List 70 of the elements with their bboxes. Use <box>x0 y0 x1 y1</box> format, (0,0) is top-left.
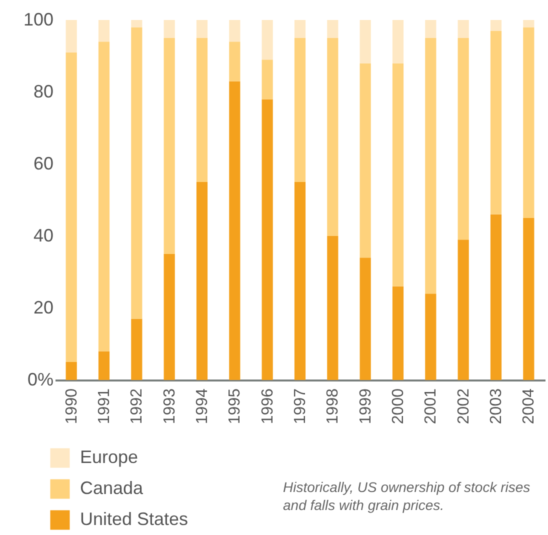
bar <box>392 286 404 380</box>
x-tick-label: 2001 <box>422 388 440 424</box>
y-tick-label: 100 <box>23 10 54 30</box>
bar <box>523 27 534 218</box>
x-tick-label: 2000 <box>390 388 407 424</box>
bar <box>327 20 338 38</box>
bar <box>425 20 436 38</box>
bar <box>131 318 142 380</box>
bar <box>458 240 469 380</box>
x-tick-label: 1994 <box>194 388 211 424</box>
bar <box>490 214 502 380</box>
bar <box>196 38 208 182</box>
x-tick-label: 1990 <box>63 388 80 424</box>
bar <box>425 294 436 380</box>
bar <box>66 362 77 380</box>
x-tick-label: 1995 <box>226 388 244 424</box>
bar <box>196 182 208 380</box>
legend-label: Canada <box>80 478 144 498</box>
legend-label: Europe <box>80 447 138 467</box>
bar <box>458 20 469 38</box>
x-tick-label: 1993 <box>161 388 178 424</box>
bar <box>360 258 371 380</box>
bar <box>66 52 77 362</box>
bar <box>458 38 469 240</box>
bar <box>294 38 306 182</box>
bar <box>294 182 306 380</box>
bar <box>164 38 175 254</box>
bar <box>262 99 273 380</box>
bar <box>66 20 77 52</box>
bar <box>425 38 436 294</box>
bar <box>262 60 273 100</box>
bar <box>294 20 306 38</box>
bar <box>523 20 534 28</box>
bar <box>164 254 175 380</box>
bar <box>392 20 404 64</box>
bar <box>327 236 338 380</box>
y-tick-label: 20 <box>33 298 54 318</box>
text: Historically, US ownership of stock rises and falls with grain prices. <box>283 478 532 514</box>
y-tick-label: 0% <box>27 370 54 390</box>
x-tick-label: 1992 <box>128 388 146 424</box>
x-tick-label: 1996 <box>259 388 276 424</box>
bar <box>229 20 240 42</box>
bar <box>392 63 404 286</box>
bar <box>164 20 175 38</box>
bar <box>131 20 142 28</box>
bar <box>98 42 110 352</box>
x-tick-label: 1997 <box>292 388 309 424</box>
bar <box>229 42 240 82</box>
bar <box>131 27 142 319</box>
bar <box>523 218 534 380</box>
bar <box>360 63 371 258</box>
bar <box>262 20 273 60</box>
bar <box>490 30 502 214</box>
y-tick-label: 40 <box>33 226 54 246</box>
x-tick-label: 2003 <box>488 388 505 424</box>
x-tick-label: 2004 <box>520 388 538 424</box>
bar <box>360 20 371 64</box>
y-tick-label: 60 <box>33 154 54 174</box>
x-tick-label: 1999 <box>357 388 374 424</box>
bar <box>490 20 502 31</box>
bar <box>98 351 110 380</box>
bar <box>98 20 110 42</box>
y-tick-label: 80 <box>33 82 54 102</box>
x-tick-label: 2002 <box>455 388 472 424</box>
bar <box>196 20 208 38</box>
bar <box>229 81 240 380</box>
x-tick-label: 1998 <box>324 388 342 424</box>
x-tick-label: 1991 <box>96 388 113 424</box>
bar <box>327 38 338 236</box>
legend-label: United States <box>80 509 188 529</box>
